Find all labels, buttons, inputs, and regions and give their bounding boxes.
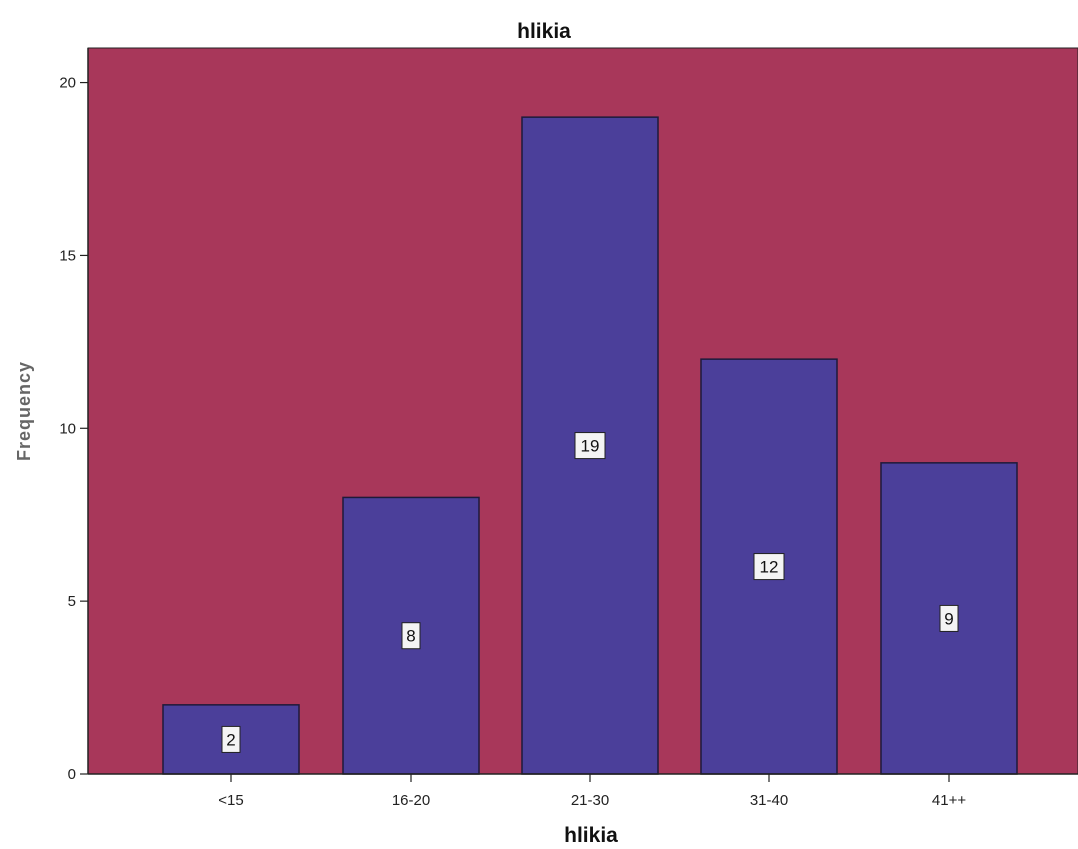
- y-tick-label-5: 20: [59, 75, 76, 92]
- data-label-4: 12: [760, 558, 779, 577]
- data-label-box-4: [753, 553, 785, 581]
- y-tick-label-2: 5: [68, 593, 76, 610]
- data-label-1: 2: [226, 730, 235, 749]
- data-label-box-5: [939, 604, 959, 632]
- data-label-3: 19: [581, 437, 600, 456]
- y-tick-label-3: 10: [59, 420, 76, 437]
- x-tick-label-4: 31-40: [750, 792, 788, 809]
- x-ticks-layer: <15 16-20 21-30 31-40 41++: [218, 774, 966, 809]
- data-label-5: 9: [944, 609, 953, 628]
- data-label-box-3: [574, 432, 606, 460]
- data-label-box-1: [221, 725, 241, 753]
- data-label-box-2: [401, 622, 421, 650]
- x-tick-label-3: 21-30: [571, 792, 609, 809]
- y-tick-label-1: 0: [68, 766, 76, 783]
- chart-title: hlikia: [517, 20, 571, 43]
- x-tick-label-1: <15: [218, 792, 243, 809]
- data-labels-layer: 2 8 19 12 9: [221, 432, 959, 753]
- x-axis-label: hlikia: [564, 824, 618, 847]
- y-axis-label: Frequency: [14, 361, 34, 461]
- x-tick-label-2: 16-20: [392, 792, 430, 809]
- x-tick-label-5: 41++: [932, 792, 966, 809]
- y-tick-label-4: 15: [59, 247, 76, 264]
- y-ticks-layer: 0 5 10 15 20: [59, 75, 88, 783]
- data-label-2: 8: [406, 627, 415, 646]
